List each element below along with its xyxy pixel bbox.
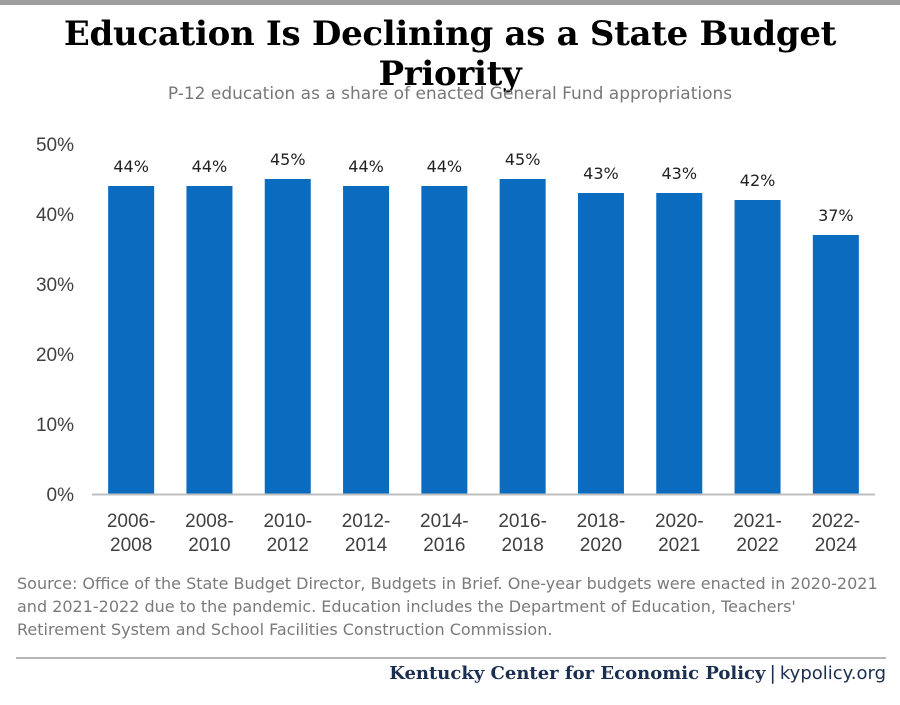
- y-tick-label: 40%: [36, 205, 74, 226]
- x-tick-label: 2021-: [733, 511, 782, 532]
- data-label: 44%: [348, 157, 384, 176]
- x-tick-label: 2020-: [655, 511, 704, 532]
- bottom-rule: [16, 657, 886, 659]
- y-tick-label: 10%: [36, 415, 74, 436]
- x-tick-label: 2008: [110, 535, 152, 556]
- bar: [421, 186, 468, 494]
- x-tick-label: 2021: [658, 535, 700, 556]
- x-tick-label: 2008-: [185, 511, 234, 532]
- y-tick-label: 30%: [36, 275, 74, 296]
- bar: [812, 235, 859, 494]
- data-label: 43%: [583, 164, 619, 183]
- x-tick-label: 2020: [580, 535, 622, 556]
- x-tick-label: 2022: [736, 535, 778, 556]
- top-rule: [0, 0, 900, 5]
- source-note: Source: Office of the State Budget Direc…: [17, 574, 878, 639]
- footer-org: Kentucky Center for Economic Policy: [389, 663, 766, 684]
- x-tick-label: 2024: [815, 535, 858, 556]
- chart-title: Education Is Declining as a State Budget…: [63, 14, 837, 94]
- footer-link[interactable]: kypolicy.org: [779, 663, 886, 684]
- x-tick-label: 2006-: [107, 511, 156, 532]
- data-label: 45%: [270, 150, 306, 169]
- chart-subtitle: P-12 education as a share of enacted Gen…: [167, 84, 733, 104]
- bar: [499, 179, 546, 494]
- data-label: 44%: [192, 157, 228, 176]
- data-label: 37%: [818, 206, 854, 225]
- footer: Kentucky Center for Economic Policy | kypo…: [389, 662, 886, 685]
- bar: [343, 186, 390, 494]
- bar: [734, 200, 781, 494]
- x-tick-label: 2012-: [342, 511, 391, 532]
- x-tick-label: 2022-: [812, 511, 861, 532]
- bar: [577, 193, 624, 494]
- bar: [108, 186, 155, 494]
- x-tick-label: 2010: [188, 535, 230, 556]
- x-tick-label: 2014-: [420, 511, 469, 532]
- data-label: 44%: [113, 157, 149, 176]
- x-tick-label: 2018-: [577, 511, 626, 532]
- bar: [264, 179, 311, 494]
- x-tick-label: 2014: [345, 535, 388, 556]
- footer-separator: |: [769, 662, 776, 684]
- x-tick-label: 2016-: [498, 511, 547, 532]
- y-tick-label: 20%: [36, 345, 74, 366]
- x-tick-label: 2016: [423, 535, 465, 556]
- data-label: 44%: [427, 157, 463, 176]
- bar: [656, 193, 703, 494]
- y-tick-label: 50%: [36, 135, 74, 156]
- bar-chart: 0% 10% 20% 30% 40% 50% 44% 2006- 2008 44% 2008- 201…: [36, 135, 875, 556]
- x-tick-label: 2010-: [263, 511, 312, 532]
- data-label: 42%: [740, 171, 776, 190]
- bar: [186, 186, 233, 494]
- x-tick-label: 2012: [267, 535, 309, 556]
- y-tick-label: 0%: [47, 485, 75, 506]
- x-tick-label: 2018: [502, 535, 544, 556]
- data-label: 43%: [661, 164, 697, 183]
- data-label: 45%: [505, 150, 541, 169]
